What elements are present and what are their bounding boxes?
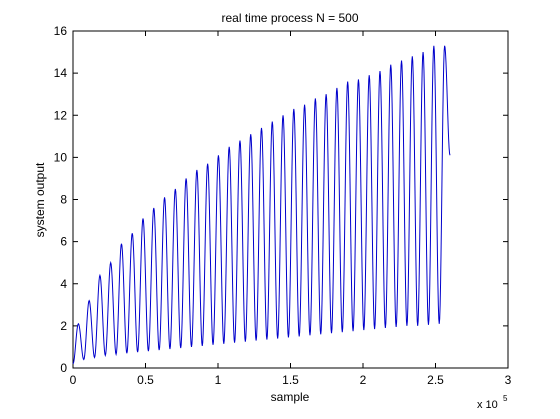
- y-tick-label: 8: [60, 193, 67, 207]
- chart-title: real time process N = 500: [221, 11, 358, 25]
- x-axis-exponent: x 10: [477, 399, 498, 411]
- x-tick-label: 2.5: [427, 373, 444, 387]
- x-axis-label: sample: [271, 390, 310, 404]
- y-tick-label: 4: [60, 277, 67, 291]
- y-tick-label: 6: [60, 235, 67, 249]
- series-line: [72, 45, 451, 365]
- y-tick-label: 16: [54, 24, 68, 38]
- y-axis-label: system output: [33, 162, 47, 237]
- y-tick-label: 2: [60, 319, 67, 333]
- x-tick-label: 1: [215, 373, 222, 387]
- y-tick-label: 14: [54, 66, 68, 80]
- series-group: [72, 45, 451, 365]
- y-tick-label: 10: [54, 150, 68, 164]
- axis-ticks: 0 0.5 1 1.5 2 2.5 3 0 2 4 6 8 10 12 14 16: [54, 24, 512, 387]
- axes-box: [72, 30, 509, 369]
- y-tick-label: 0: [60, 361, 67, 375]
- x-tick-label: 2: [360, 373, 367, 387]
- x-axis-exponent-power: 5: [503, 394, 508, 403]
- x-tick-label: 0.5: [137, 373, 154, 387]
- x-tick-label: 3: [505, 373, 512, 387]
- x-tick-label: 0: [70, 373, 77, 387]
- x-tick-label: 1.5: [282, 373, 299, 387]
- y-tick-label: 12: [54, 108, 68, 122]
